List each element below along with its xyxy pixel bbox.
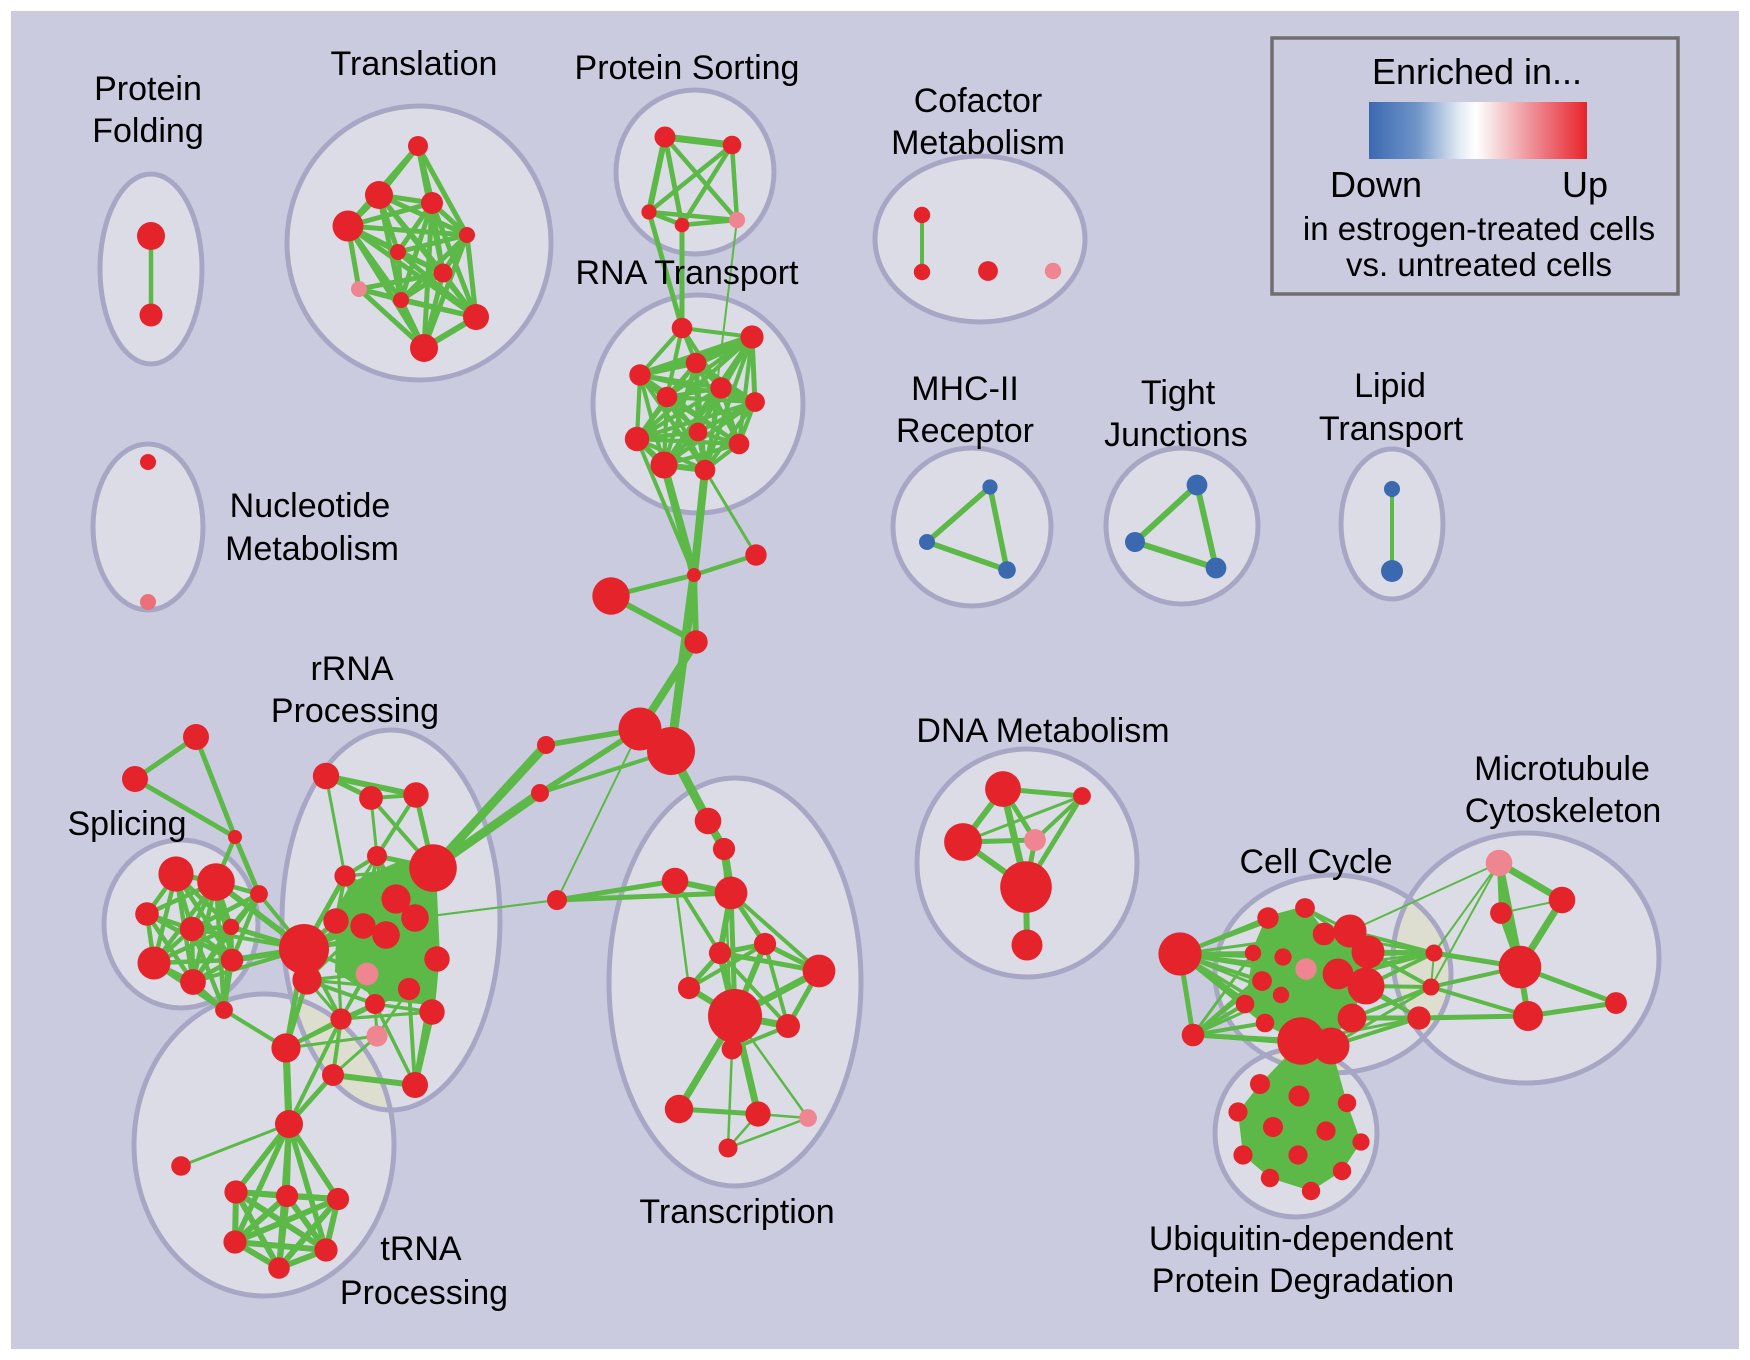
svg-text:Splicing: Splicing: [67, 805, 186, 843]
svg-text:Folding: Folding: [92, 112, 204, 150]
svg-text:Metabolism: Metabolism: [891, 124, 1065, 162]
svg-text:Protein Degradation: Protein Degradation: [1152, 1262, 1454, 1300]
svg-text:RNA Transport: RNA Transport: [576, 254, 800, 292]
svg-text:Transport: Transport: [1319, 410, 1464, 448]
svg-text:Transcription: Transcription: [639, 1193, 834, 1231]
svg-text:Cytoskeleton: Cytoskeleton: [1465, 792, 1662, 830]
svg-text:Lipid: Lipid: [1354, 367, 1426, 405]
svg-text:Processing: Processing: [340, 1274, 508, 1312]
svg-text:Cell Cycle: Cell Cycle: [1239, 843, 1392, 881]
svg-text:Nucleotide: Nucleotide: [230, 487, 391, 525]
svg-text:vs. untreated cells: vs. untreated cells: [1346, 246, 1612, 283]
svg-text:Protein: Protein: [94, 70, 202, 108]
svg-text:DNA Metabolism: DNA Metabolism: [916, 712, 1169, 750]
svg-text:Microtubule: Microtubule: [1474, 750, 1650, 788]
svg-text:Down: Down: [1330, 164, 1422, 205]
svg-text:Junctions: Junctions: [1104, 416, 1248, 454]
svg-text:in estrogen-treated cells: in estrogen-treated cells: [1303, 210, 1655, 247]
svg-text:rRNA: rRNA: [310, 650, 393, 688]
svg-text:Processing: Processing: [271, 692, 439, 730]
svg-text:tRNA: tRNA: [380, 1230, 462, 1268]
svg-text:Protein Sorting: Protein Sorting: [575, 49, 800, 87]
svg-text:Translation: Translation: [331, 45, 498, 83]
svg-text:Metabolism: Metabolism: [225, 530, 399, 568]
svg-text:MHC-II: MHC-II: [911, 370, 1019, 408]
svg-text:Enriched in...: Enriched in...: [1372, 51, 1582, 92]
svg-text:Receptor: Receptor: [896, 412, 1034, 450]
svg-text:Ubiquitin-dependent: Ubiquitin-dependent: [1149, 1220, 1454, 1258]
svg-text:Tight: Tight: [1141, 374, 1216, 412]
svg-text:Cofactor: Cofactor: [914, 82, 1043, 120]
svg-text:Up: Up: [1562, 164, 1608, 205]
